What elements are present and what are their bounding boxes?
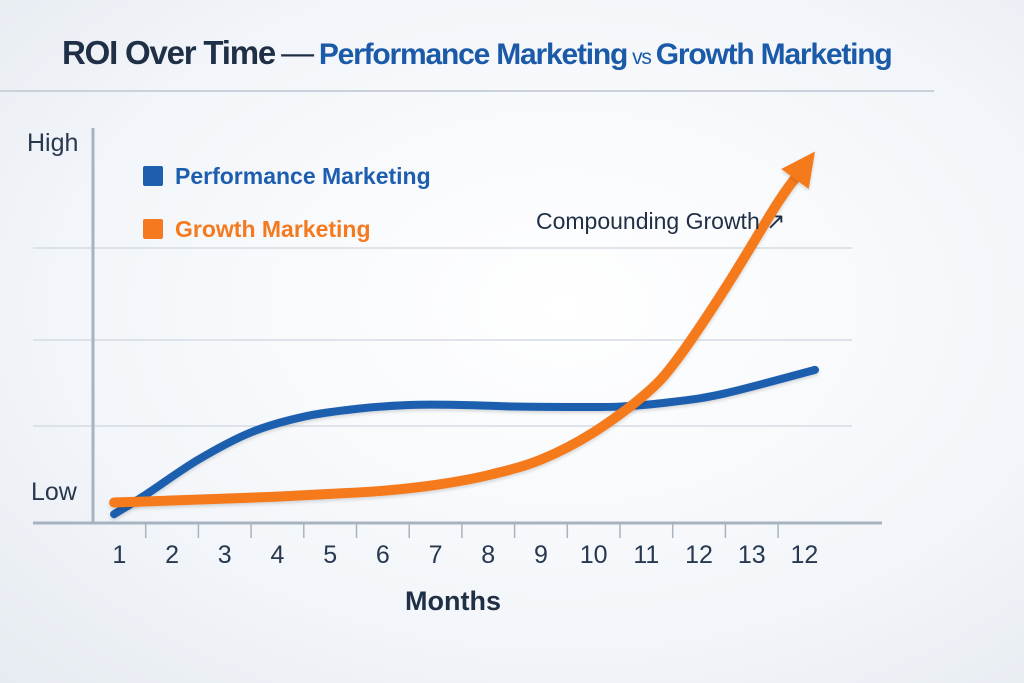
annotation-compounding-growth: Compounding Growth ↗ xyxy=(536,208,785,234)
chart-title-main: ROI Over Time xyxy=(62,34,276,71)
growth-marketing-arrowhead xyxy=(781,151,815,189)
x-tick-label: 1 xyxy=(112,541,126,569)
x-tick-label: 8 xyxy=(481,541,495,569)
x-tick-label: 7 xyxy=(429,541,443,569)
legend-label: Growth Marketing xyxy=(175,216,371,242)
y-label-low: Low xyxy=(31,478,78,506)
chart-title-vs: vs xyxy=(632,46,652,69)
x-tick-label: 10 xyxy=(580,541,608,569)
chart-title-dash: — xyxy=(281,34,314,71)
x-tick-label: 3 xyxy=(218,541,232,569)
x-tick-label: 2 xyxy=(165,541,179,569)
x-tick-label: 5 xyxy=(323,541,337,569)
growth-marketing-line xyxy=(109,164,808,508)
legend-swatch xyxy=(143,166,163,186)
x-tick-label: 4 xyxy=(270,541,284,569)
x-axis-title: Months xyxy=(405,586,501,616)
x-tick-label: 13 xyxy=(738,541,766,569)
y-label-high: High xyxy=(27,129,78,157)
x-tick-label: 12 xyxy=(791,541,819,569)
chart-title-series-b: Growth Marketing xyxy=(655,38,893,71)
x-tick-label: 11 xyxy=(633,541,659,569)
legend-swatch xyxy=(143,219,163,239)
chart-title: ROI Over Time — Performance Marketing vs Gro… xyxy=(62,34,893,72)
title-divider xyxy=(0,90,934,92)
x-tick-label: 12 xyxy=(685,541,713,569)
performance-marketing-line xyxy=(110,365,819,519)
x-tick-label: 6 xyxy=(376,541,390,569)
chart-title-series-a: Performance Marketing xyxy=(318,38,628,71)
x-tick-label: 9 xyxy=(534,541,548,569)
legend-label: Performance Marketing xyxy=(175,163,431,189)
